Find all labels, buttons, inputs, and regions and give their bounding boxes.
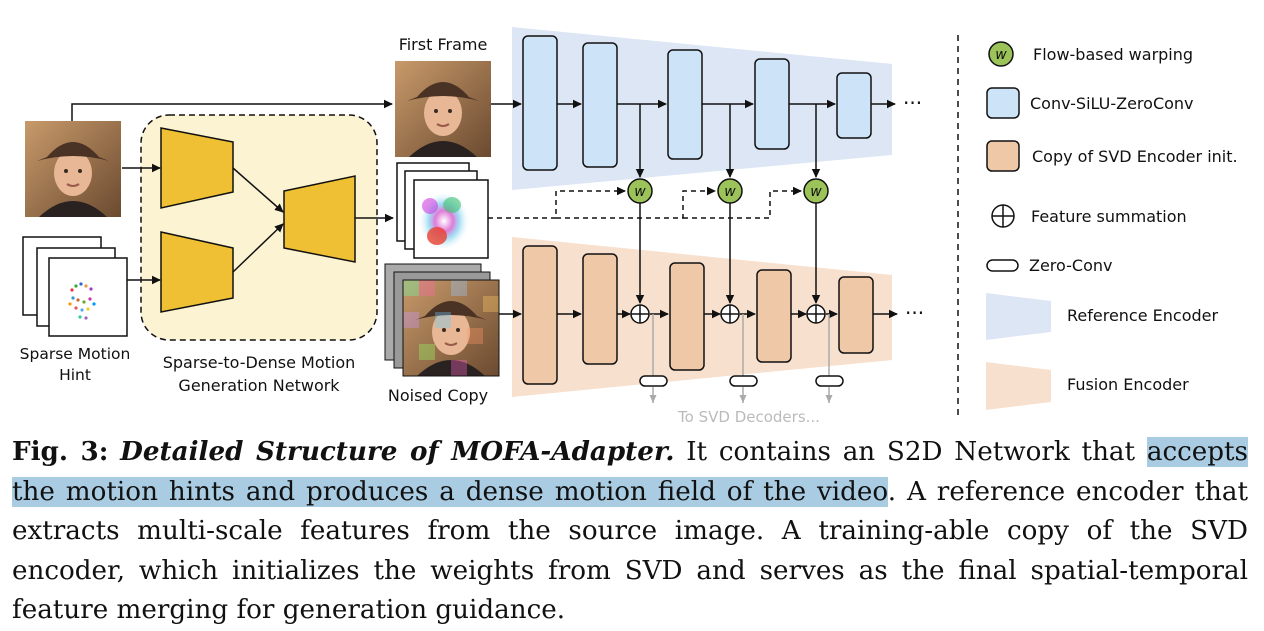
- legend-label-zero-conv: Zero-Conv: [1029, 256, 1112, 275]
- zero-conv-3: [815, 375, 844, 387]
- s2d-label-line2: Generation Network: [178, 376, 340, 395]
- flow-dashed-lines: [488, 186, 802, 219]
- sparse-hint-label-line1: Sparse Motion: [20, 345, 131, 363]
- zero-conv-icon: [986, 259, 1019, 272]
- warp-node-2-symbol: w: [724, 184, 736, 200]
- warp-node-2: w: [717, 178, 743, 204]
- fusion-svd-block-3: [669, 262, 705, 371]
- legend-warp-symbol: w: [995, 47, 1007, 63]
- ref-conv-block-5: [836, 72, 872, 139]
- svd-block-icon: [986, 140, 1020, 172]
- s2d-encoder-block-top: [160, 127, 234, 209]
- fusion-ellipsis: ···: [905, 301, 924, 325]
- sum-node-3: [806, 304, 826, 324]
- architecture-diagram: Sparse Motion Hint Sparse-to-Dense Motio…: [20, 27, 1238, 425]
- sparse-hint-label-line2: Hint: [59, 366, 91, 384]
- caption-label: Fig. 3:: [12, 436, 109, 467]
- figure-caption: Fig. 3: Detailed Structure of MOFA-Adapt…: [12, 432, 1248, 631]
- noised-copy-front: [402, 279, 500, 377]
- ref-conv-block-4: [754, 58, 790, 150]
- fusion-encoder-icon: [986, 362, 1051, 410]
- legend-label-conv: Conv-SiLU-ZeroConv: [1030, 94, 1194, 113]
- s2d-label-line1: Sparse-to-Dense Motion: [163, 353, 356, 372]
- s2d-arrows: [122, 163, 394, 285]
- warp-node-1: w: [627, 178, 653, 204]
- sum-icon: [991, 204, 1015, 228]
- fusion-encoder-blocks: [522, 245, 874, 385]
- zero-conv-2: [729, 375, 758, 387]
- s2d-decoder-block: [283, 175, 356, 263]
- sparse-motion-hint-stack: [22, 236, 128, 337]
- legend: w Flow-based warping Conv-SiLU-ZeroConv …: [986, 41, 1238, 410]
- warp-node-1-symbol: w: [634, 184, 646, 200]
- sum-node-1: [630, 304, 650, 324]
- noised-copy-label: Noised Copy: [388, 386, 488, 405]
- input-image: [24, 120, 122, 218]
- fusion-encoder-arrows: [499, 203, 898, 319]
- s2d-network: [140, 114, 378, 341]
- fusion-svd-block-1: [522, 245, 558, 385]
- legend-label-fusion: Fusion Encoder: [1067, 375, 1189, 394]
- first-frame-label: First Frame: [399, 35, 488, 54]
- warp-icon: w: [988, 41, 1014, 67]
- reference-ellipsis: ···: [903, 91, 922, 115]
- sparse-hint-dots: [68, 282, 96, 320]
- legend-label-reference: Reference Encoder: [1067, 306, 1218, 325]
- caption-title: Detailed Structure of MOFA-Adapter.: [120, 436, 675, 467]
- warp-node-3-symbol: w: [810, 184, 822, 200]
- ref-conv-block-1: [522, 35, 558, 171]
- fusion-svd-block-4: [756, 269, 792, 363]
- noised-copy-stack: [384, 263, 500, 377]
- dense-flow-stack: [396, 162, 489, 259]
- legend-label-warping: Flow-based warping: [1033, 45, 1193, 64]
- warp-node-3: w: [803, 178, 829, 204]
- reference-encoder-icon: [986, 293, 1051, 340]
- zero-conv-1: [639, 375, 668, 387]
- legend-label-sum: Feature summation: [1031, 207, 1187, 226]
- to-svd-decoders-label: To SVD Decoders...: [677, 408, 820, 425]
- ref-conv-block-2: [582, 42, 618, 168]
- zero-conv-outputs: [639, 314, 844, 403]
- caption-text-part1: It contains an S2D Network that: [674, 437, 1147, 467]
- image-to-first-frame-arrow: [71, 99, 393, 121]
- first-frame-image: [394, 60, 492, 158]
- reference-encoder-arrows: [491, 99, 896, 178]
- ref-conv-block-3: [667, 49, 703, 160]
- caption-text-part2: . A reference encoder that extracts mult…: [12, 476, 1249, 626]
- legend-label-svd: Copy of SVD Encoder init.: [1032, 147, 1238, 166]
- s2d-encoder-block-bottom: [160, 231, 234, 313]
- fusion-svd-block-5: [838, 276, 874, 354]
- conv-block-icon: [986, 87, 1020, 119]
- sum-node-2: [720, 304, 740, 324]
- fusion-svd-block-2: [582, 253, 618, 365]
